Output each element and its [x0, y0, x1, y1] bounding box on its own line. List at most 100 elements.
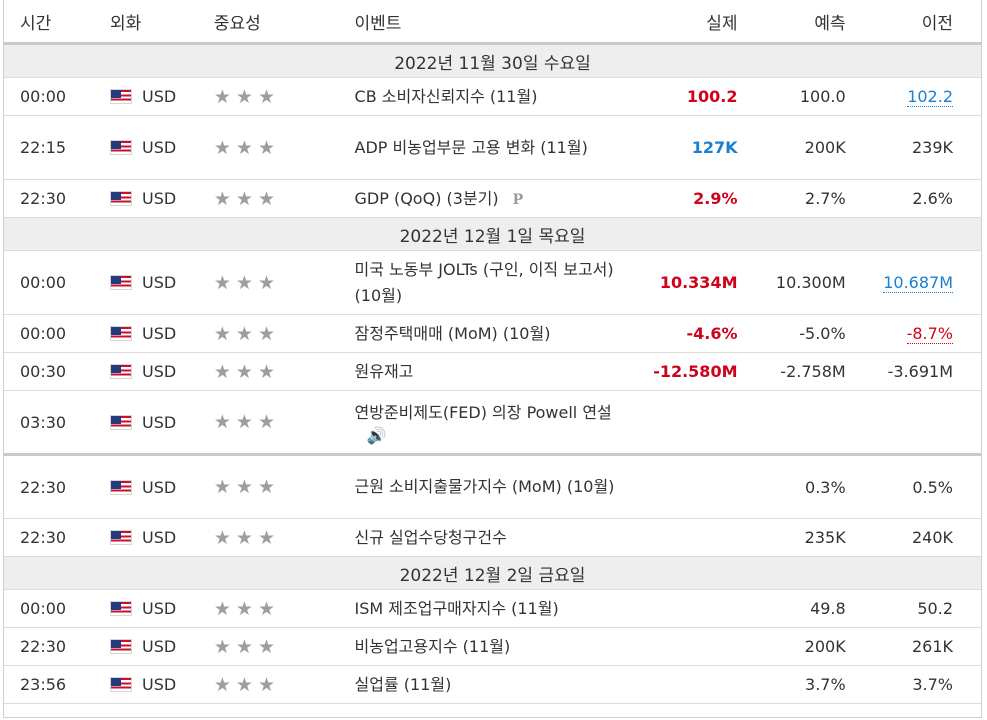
us-flag-icon	[110, 677, 133, 692]
header-importance[interactable]: 중요성	[213, 0, 355, 45]
event-name-link[interactable]: 미국 노동부 JOLTs (구인, 이직 보고서) (10월)	[354, 259, 614, 305]
event-name-link[interactable]: ADP 비농업부문 고용 변화 (11월)	[354, 137, 588, 157]
event-name-link[interactable]: GDP (QoQ) (3분기)	[354, 188, 499, 208]
event-currency-cell: USD	[110, 77, 214, 116]
event-previous: 261K	[911, 637, 953, 656]
star-icon: ★	[257, 360, 276, 383]
star-icon: ★	[213, 360, 231, 383]
event-previous-cell: -3.691M	[845, 352, 981, 391]
us-flag-icon	[110, 414, 133, 430]
event-name-link[interactable]: 신규 실업수당청구건수	[354, 527, 507, 547]
event-cell: ISM 제조업구매자지수 (11월)	[354, 589, 628, 628]
us-flag-icon	[110, 326, 133, 341]
event-actual: 2.9%	[627, 179, 738, 218]
star-icon: ★	[213, 597, 231, 620]
event-forecast: -2.758M	[737, 352, 846, 391]
event-previous-cell	[845, 390, 981, 456]
event-row[interactable]: 22:15 USD ★ ★ ★ ADP 비농업부문 고용 변화 (11월) 127K 200K…	[4, 115, 981, 180]
event-cell: 원유재고	[354, 352, 628, 391]
event-row[interactable]: 22:30 USD ★ ★ ★ GDP (QoQ) (3분기) P 2.9% 2.7% 2.6%	[4, 179, 981, 218]
header-event[interactable]: 이벤트	[354, 0, 628, 45]
star-icon: ★	[235, 635, 253, 658]
event-row[interactable]: 22:30 USD ★ ★ ★ 신규 실업수당청구건수 235K 240K	[4, 518, 981, 557]
star-icon: ★	[213, 476, 231, 498]
star-icon: ★	[213, 136, 231, 159]
event-actual: 100.2	[627, 77, 738, 116]
event-previous: 0.5%	[912, 477, 953, 497]
event-previous-cell: 50.2	[845, 589, 981, 628]
event-row[interactable]: 00:00 USD ★ ★ ★ 잠정주택매매 (MoM) (10월) -4.6% -5.0% -…	[4, 314, 981, 353]
event-forecast: 0.3%	[737, 454, 846, 519]
date-label: 2022년 12월 2일 금요일	[4, 556, 981, 590]
star-icon: ★	[257, 187, 276, 210]
event-row[interactable]: 00:30 USD ★ ★ ★ 원유재고 -12.580M -2.758M -3.691M	[4, 352, 981, 391]
star-icon: ★	[257, 597, 276, 620]
event-previous[interactable]: 10.687M	[883, 273, 953, 293]
event-previous-cell: 239K	[845, 115, 981, 180]
event-currency: USD	[142, 324, 177, 343]
event-row[interactable]: 22:30 USD ★ ★ ★ 근원 소비지출물가지수 (MoM) (10월) 0.3% 0.…	[4, 454, 981, 519]
event-row[interactable]: 22:30 USD ★ ★ ★ 비농업고용지수 (11월) 200K 261K	[4, 627, 981, 666]
date-label: 2022년 11월 30일 수요일	[4, 43, 981, 78]
event-row[interactable]: 00:00 USD ★ ★ ★ 미국 노동부 JOLTs (구인, 이직 보고서) (10…	[4, 250, 981, 315]
event-forecast: 200K	[737, 627, 846, 666]
event-time: 22:15	[4, 115, 111, 180]
event-actual: -12.580M	[627, 352, 738, 391]
event-name-link[interactable]: 잠정주택매매 (MoM) (10월)	[354, 323, 551, 343]
event-currency: USD	[142, 412, 177, 432]
star-icon: ★	[235, 411, 253, 433]
event-forecast: -5.0%	[737, 314, 846, 353]
event-name-link[interactable]: 실업률 (11월)	[354, 674, 452, 694]
event-cell: 근원 소비지출물가지수 (MoM) (10월)	[354, 454, 628, 519]
event-name-link[interactable]: ISM 제조업구매자지수 (11월)	[354, 598, 559, 618]
event-currency-cell: USD	[110, 627, 214, 666]
star-icon: ★	[235, 187, 253, 210]
event-previous-cell: -8.7%	[845, 314, 981, 353]
header-time[interactable]: 시간	[4, 0, 111, 45]
star-icon: ★	[213, 187, 231, 210]
importance-stars: ★ ★ ★	[213, 179, 355, 218]
event-cell: 실업률 (11월)	[354, 665, 628, 704]
event-actual	[627, 589, 738, 628]
event-previous[interactable]: -8.7%	[906, 324, 953, 344]
event-name-link[interactable]: 원유재고	[354, 361, 414, 381]
event-currency: USD	[142, 362, 177, 381]
event-row[interactable]: 00:00 USD ★ ★ ★ CB 소비자신뢰지수 (11월) 100.2 100.0 102…	[4, 77, 981, 116]
star-icon: ★	[257, 411, 276, 433]
star-icon: ★	[213, 526, 231, 549]
event-forecast	[737, 390, 846, 456]
event-previous: 3.7%	[912, 675, 953, 694]
importance-stars: ★ ★ ★	[213, 115, 355, 180]
header-forecast[interactable]: 예측	[737, 0, 846, 45]
date-group-row: 2022년 12월 1일 목요일	[4, 217, 981, 251]
star-icon: ★	[257, 271, 276, 294]
event-cell: 신규 실업수당청구건수	[354, 518, 628, 557]
header-actual[interactable]: 실제	[627, 0, 738, 45]
star-icon: ★	[213, 271, 231, 294]
star-icon: ★	[213, 85, 231, 108]
event-actual	[627, 390, 738, 456]
event-currency-cell: USD	[110, 115, 214, 180]
event-name-link[interactable]: 연방준비제도(FED) 의장 Powell 연설	[354, 402, 612, 422]
event-currency-cell: USD	[110, 352, 214, 391]
header-currency[interactable]: 외화	[110, 0, 214, 45]
event-name-link[interactable]: 근원 소비지출물가지수 (MoM) (10월)	[354, 477, 615, 496]
event-currency: USD	[142, 599, 177, 618]
event-row[interactable]: 23:56 USD ★ ★ ★ 실업률 (11월) 3.7% 3.7%	[4, 665, 981, 704]
event-previous[interactable]: 102.2	[907, 87, 953, 107]
star-icon: ★	[257, 526, 276, 549]
event-time: 00:00	[4, 314, 111, 353]
event-name-link[interactable]: CB 소비자신뢰지수 (11월)	[354, 86, 538, 106]
event-row[interactable]: 00:00 USD ★ ★ ★ ISM 제조업구매자지수 (11월) 49.8 50.2	[4, 589, 981, 628]
event-currency: USD	[142, 477, 177, 497]
event-currency-cell: USD	[110, 314, 214, 353]
event-forecast: 3.7%	[737, 665, 846, 704]
event-previous-cell: 261K	[845, 627, 981, 666]
event-row[interactable]: 03:30 USD ★ ★ ★ 연방준비제도(FED) 의장 Powell 연설🔊	[4, 390, 981, 456]
event-cell: ADP 비농업부문 고용 변화 (11월)	[354, 115, 628, 180]
event-name-link[interactable]: 비농업고용지수 (11월)	[354, 636, 511, 656]
event-time: 22:30	[4, 454, 111, 519]
event-previous-cell: 10.687M	[845, 250, 981, 315]
event-cell: 연방준비제도(FED) 의장 Powell 연설 🔊	[354, 390, 628, 456]
header-previous[interactable]: 이전	[845, 0, 981, 45]
